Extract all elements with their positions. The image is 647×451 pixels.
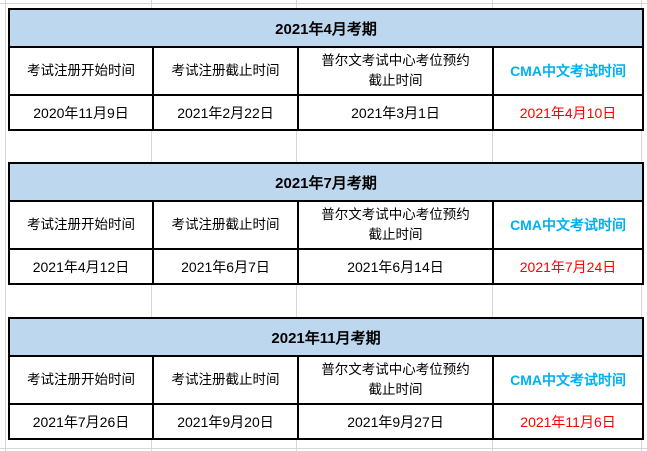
schedule-table-2021-april: 2021年4月考期 考试注册开始时间 考试注册截止时间 普尔文考试中心考位预约截… <box>7 8 645 131</box>
cell-cma-exam-date: 2021年4月10日 <box>491 94 645 131</box>
header-registration-start: 考试注册开始时间 <box>8 200 154 250</box>
header-registration-deadline: 考试注册截止时间 <box>152 200 299 250</box>
schedule-table-2021-july: 2021年7月考期 考试注册开始时间 考试注册截止时间 普尔文考试中心考位预约截… <box>7 162 645 285</box>
table-title: 2021年11月考期 <box>7 317 645 357</box>
table-title: 2021年7月考期 <box>7 162 645 202</box>
header-registration-start: 考试注册开始时间 <box>8 355 154 405</box>
cell-registration-deadline: 2021年9月20日 <box>152 403 299 440</box>
cell-prometric-booking-deadline: 2021年6月14日 <box>297 248 494 285</box>
header-cma-exam-date: CMA中文考试时间 <box>491 200 645 250</box>
cell-cma-exam-date: 2021年7月24日 <box>491 248 645 285</box>
table-header-row: 考试注册开始时间 考试注册截止时间 普尔文考试中心考位预约截止时间 CMA中文考… <box>8 200 645 250</box>
gridline-horizontal <box>0 3 647 4</box>
table-title-row: 2021年7月考期 <box>7 162 645 202</box>
cell-cma-exam-date: 2021年11月6日 <box>491 403 645 440</box>
gridline-vertical <box>5 0 6 451</box>
cell-registration-start: 2021年7月26日 <box>8 403 154 440</box>
header-registration-deadline: 考试注册截止时间 <box>152 355 299 405</box>
cell-prometric-booking-deadline: 2021年9月27日 <box>297 403 494 440</box>
table-data-row: 2021年7月26日 2021年9月20日 2021年9月27日 2021年11… <box>8 403 645 440</box>
table-title: 2021年4月考期 <box>7 8 645 48</box>
table-title-row: 2021年4月考期 <box>7 8 645 48</box>
cell-registration-start: 2020年11月9日 <box>8 94 154 131</box>
table-data-row: 2021年4月12日 2021年6月7日 2021年6月14日 2021年7月2… <box>8 248 645 285</box>
gridline-horizontal <box>0 448 647 449</box>
header-registration-start: 考试注册开始时间 <box>8 46 154 96</box>
cell-registration-deadline: 2021年6月7日 <box>152 248 299 285</box>
table-data-row: 2020年11月9日 2021年2月22日 2021年3月1日 2021年4月1… <box>8 94 645 131</box>
header-prometric-booking-deadline: 普尔文考试中心考位预约截止时间 <box>297 200 494 250</box>
cell-registration-start: 2021年4月12日 <box>8 248 154 285</box>
header-cma-exam-date: CMA中文考试时间 <box>491 355 645 405</box>
header-cma-exam-date: CMA中文考试时间 <box>491 46 645 96</box>
table-title-row: 2021年11月考期 <box>7 317 645 357</box>
cell-prometric-booking-deadline: 2021年3月1日 <box>297 94 494 131</box>
header-prometric-booking-deadline: 普尔文考试中心考位预约截止时间 <box>297 46 494 96</box>
cell-registration-deadline: 2021年2月22日 <box>152 94 299 131</box>
header-registration-deadline: 考试注册截止时间 <box>152 46 299 96</box>
table-header-row: 考试注册开始时间 考试注册截止时间 普尔文考试中心考位预约截止时间 CMA中文考… <box>8 355 645 405</box>
schedule-table-2021-november: 2021年11月考期 考试注册开始时间 考试注册截止时间 普尔文考试中心考位预约… <box>7 317 645 440</box>
table-header-row: 考试注册开始时间 考试注册截止时间 普尔文考试中心考位预约截止时间 CMA中文考… <box>8 46 645 96</box>
header-prometric-booking-deadline: 普尔文考试中心考位预约截止时间 <box>297 355 494 405</box>
